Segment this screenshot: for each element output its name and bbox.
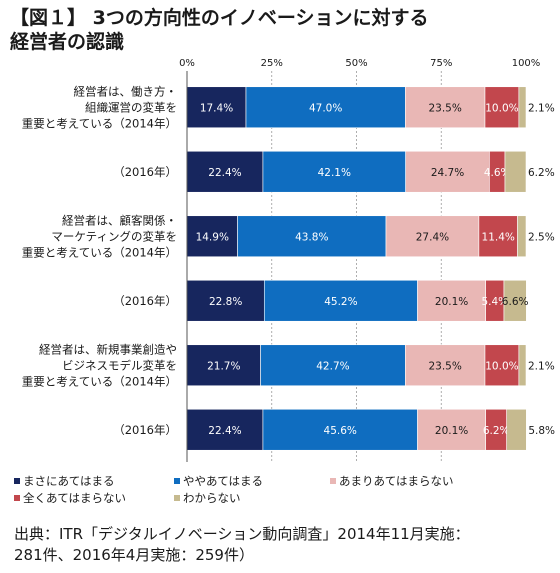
bar-segment <box>518 344 527 387</box>
category-label: （2016年） <box>113 165 177 179</box>
bar-value-label: 22.4% <box>208 167 241 179</box>
bar-value-label: 14.9% <box>196 231 229 243</box>
bar-segment <box>186 215 238 258</box>
bar-value-label: 10.0% <box>485 360 518 372</box>
bar-segment <box>405 344 486 387</box>
bar-segment <box>504 150 527 193</box>
legend-swatch <box>330 478 336 484</box>
legend-swatch <box>14 495 20 501</box>
bar-value-label: 22.4% <box>208 425 241 437</box>
bar-segment <box>263 279 418 322</box>
bar-value-label: 42.7% <box>316 360 349 372</box>
bar-value-label: 10.0% <box>485 102 518 114</box>
bar-segment <box>186 150 264 193</box>
bar-segment <box>186 86 247 129</box>
bar-segment <box>245 86 406 129</box>
bar-value-label: 20.1% <box>435 296 468 308</box>
bar-segment <box>237 215 387 258</box>
bar-value-label: 21.7% <box>207 360 240 372</box>
bar-value-label: 2.1% <box>528 360 555 372</box>
bar-value-label: 5.4% <box>481 296 508 308</box>
bar-segment <box>385 215 480 258</box>
chart-title-line-1: 【図１】 3つの方向性のイノベーションに対する <box>10 7 429 29</box>
bar-segment <box>503 279 527 322</box>
bar-segment <box>186 279 265 322</box>
bar-value-label: 17.4% <box>200 102 233 114</box>
bar-value-label: 6.6% <box>502 296 529 308</box>
bar-segment <box>186 344 261 387</box>
legend-label: ややあてはまる <box>183 474 263 488</box>
bar-value-label: 45.2% <box>324 296 357 308</box>
chart-title: 【図１】 3つの方向性のイノベーションに対する 経営者の認識 <box>10 6 550 54</box>
bar-value-label: 6.2% <box>483 425 510 437</box>
stacked-bar-chart: 0% 25% 50% 75% 100% 17.4% 47.0% 23.5% 10.0% 2.1% 経… <box>14 58 555 505</box>
category-label: マーケティングの変革を <box>51 229 177 243</box>
x-tick-label: 100% <box>512 58 541 69</box>
bar-value-label: 43.8% <box>295 231 328 243</box>
category-label: （2016年） <box>113 294 177 308</box>
bar-segment <box>186 408 264 451</box>
category-label: 経営者は、働き方・ <box>74 84 178 98</box>
x-tick-label: 50% <box>345 58 367 69</box>
legend-swatch <box>174 495 180 501</box>
bar-segment <box>417 408 486 451</box>
bar-value-label: 2.1% <box>528 102 555 114</box>
bar-value-label: 4.6% <box>484 167 511 179</box>
legend-label: あまりあてはまらない <box>339 474 454 488</box>
bar-value-label: 47.0% <box>309 102 342 114</box>
bar-value-label: 22.8% <box>209 296 242 308</box>
x-tick-label: 0% <box>179 58 195 69</box>
bar-segment <box>260 344 406 387</box>
category-label: 経営者は、顧客関係・ <box>62 213 177 227</box>
category-label: ビジネスモデル変革を <box>62 358 177 372</box>
bar-segment <box>405 150 490 193</box>
x-tick-label: 75% <box>430 58 452 69</box>
bar-value-label: 20.1% <box>435 425 468 437</box>
category-label: 重要と考えている（2014年） <box>22 116 177 130</box>
category-label: （2016年） <box>113 423 177 437</box>
bar-segment <box>417 279 486 322</box>
bar-value-label: 6.2% <box>528 167 555 179</box>
bar-segment <box>517 215 527 258</box>
chart-title-line-2: 経営者の認識 <box>10 31 125 53</box>
bar-value-label: 23.5% <box>428 102 461 114</box>
source-note-line-2: 281件、2016年4月実施：259件） <box>14 546 254 564</box>
legend-swatch <box>174 478 180 484</box>
bar-value-label: 5.8% <box>528 425 555 437</box>
bar-segment <box>262 408 418 451</box>
bar-value-label: 24.7% <box>431 167 464 179</box>
bar-segment <box>518 86 527 129</box>
x-tick-label: 25% <box>261 58 283 69</box>
source-note-line-1: 出典：ITR「デジタルイノベーション動向調査」2014年11月実施： <box>14 525 470 543</box>
category-label: 重要と考えている（2014年） <box>22 245 177 259</box>
category-label: 組織運営の変革を <box>85 100 177 114</box>
bar-value-label: 45.6% <box>324 425 357 437</box>
bar-value-label: 23.5% <box>428 360 461 372</box>
category-label: 重要と考えている（2014年） <box>22 374 177 388</box>
bar-segment <box>506 408 527 451</box>
legend-label: まさにあてはまる <box>23 474 115 488</box>
category-label: 経営者は、新規事業創造や <box>39 342 177 356</box>
bar-segment <box>478 215 518 258</box>
source-note: 出典：ITR「デジタルイノベーション動向調査」2014年11月実施： 281件、… <box>14 524 554 566</box>
bar-value-label: 11.4% <box>482 231 515 243</box>
legend-swatch <box>14 478 20 484</box>
legend-label: わからない <box>183 491 241 505</box>
legend-label: 全くあてはまらない <box>23 491 126 505</box>
bar-value-label: 27.4% <box>416 231 449 243</box>
bar-value-label: 42.1% <box>318 167 351 179</box>
bar-value-label: 2.5% <box>528 231 555 243</box>
